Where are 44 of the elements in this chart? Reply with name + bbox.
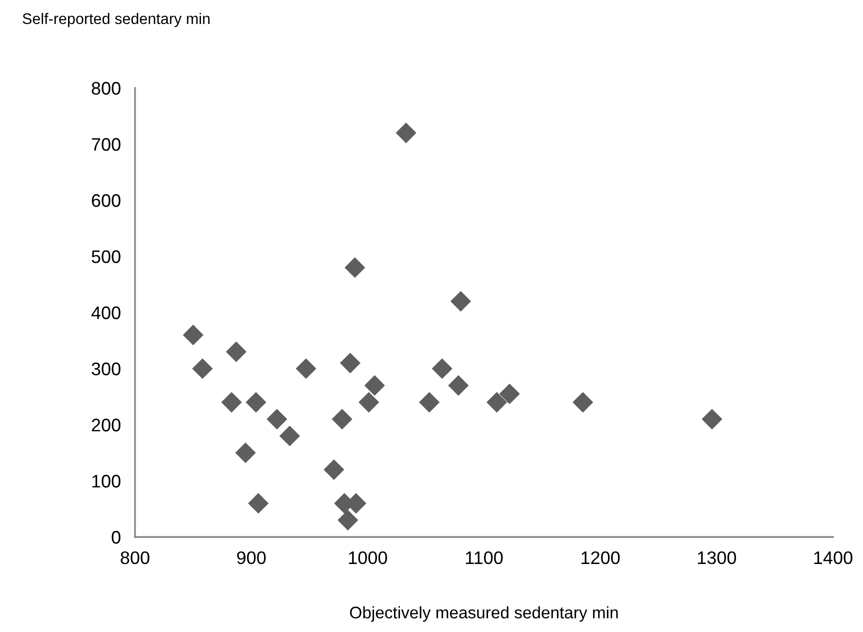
point (344, 257, 366, 278)
point (221, 392, 242, 413)
point (266, 408, 288, 430)
y-tick-label: 300 (92, 362, 120, 376)
point (235, 442, 256, 464)
point (450, 290, 472, 312)
point (182, 324, 204, 346)
y-tick-label: 400 (91, 306, 120, 320)
y-tick-label: 0 (112, 530, 120, 544)
x-tick-label: 1200 (582, 551, 620, 564)
y-tick-label: 100 (92, 474, 120, 488)
point (340, 352, 361, 374)
point (419, 392, 440, 413)
x-tick-label: 1100 (466, 551, 503, 564)
point (332, 408, 352, 430)
y-tick-label: 800 (92, 82, 120, 95)
y-axis-title: Self-reported sedentary min (22, 12, 210, 28)
x-tick-label: 1400 (814, 551, 852, 564)
x-tick-label: 1300 (698, 551, 736, 564)
x-axis-title: Objectively measured sedentary min (350, 606, 618, 622)
point (192, 358, 213, 379)
point (358, 392, 380, 413)
point (486, 392, 508, 413)
y-tick-label: 500 (92, 250, 120, 264)
point (448, 375, 469, 396)
x-tick-label: 900 (237, 551, 266, 564)
point (324, 459, 344, 480)
y-tick-label: 700 (92, 138, 120, 151)
point (248, 493, 269, 514)
point (432, 358, 452, 379)
point (396, 122, 416, 144)
x-tick-label: 1000 (348, 551, 388, 564)
point (702, 408, 722, 430)
point (572, 392, 594, 413)
point (338, 510, 358, 530)
point (296, 358, 316, 379)
y-tick-label: 200 (92, 418, 120, 432)
y-tick-label: 600 (92, 194, 120, 207)
point (246, 392, 266, 413)
point (279, 426, 300, 446)
point (226, 341, 247, 362)
point (499, 384, 520, 404)
point (364, 375, 385, 396)
x-tick-label: 800 (120, 551, 150, 564)
